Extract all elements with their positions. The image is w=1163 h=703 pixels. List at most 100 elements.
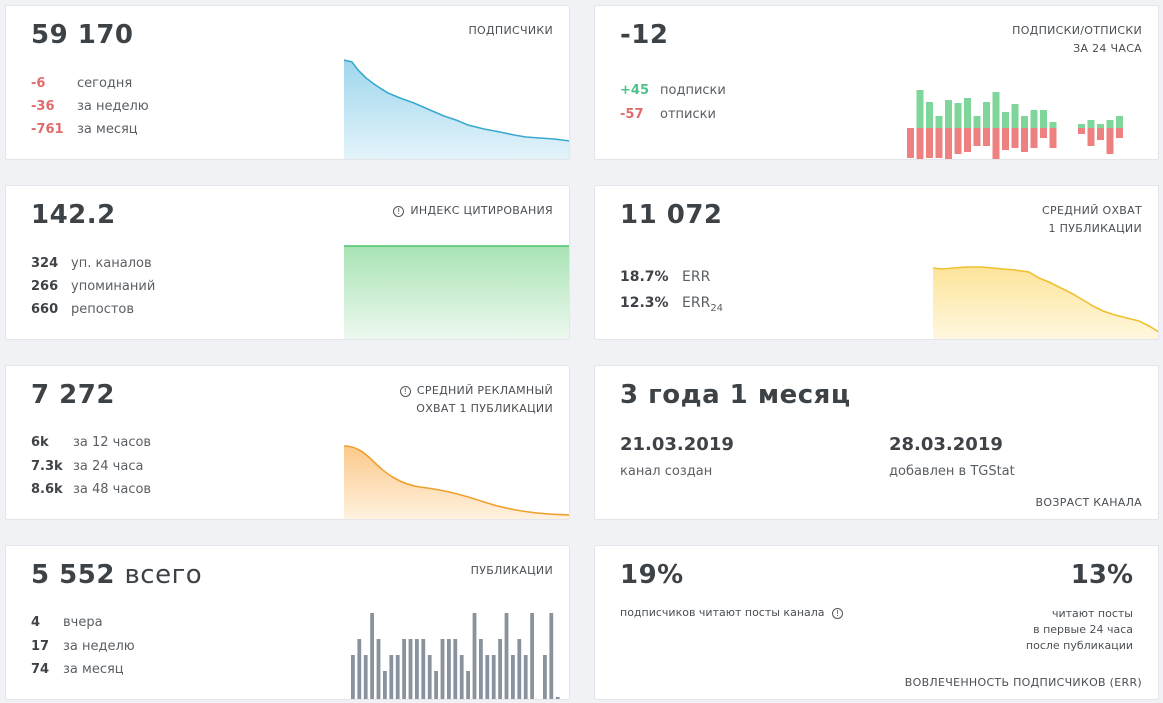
publications-label: ПУБЛИКАЦИИ: [470, 564, 553, 577]
positive-bar: [1078, 124, 1085, 128]
stat-today: -6 сегодня: [31, 76, 133, 91]
positive-bar: [945, 100, 952, 128]
negative-bar: [1002, 128, 1009, 150]
subscribers-label: ПОДПИСЧИКИ: [468, 24, 553, 37]
ad-reach-card[interactable]: 7 272 ! СРЕДНИЙ РЕКЛАМНЫЙ ОХВАТ 1 ПУБЛИКАЦ…: [5, 365, 570, 520]
publication-bar: [427, 655, 432, 699]
negative-bar: [954, 128, 962, 154]
positive-bar: [983, 102, 990, 128]
publication-bar: [376, 639, 381, 699]
negative-bar: [992, 128, 1000, 159]
positive-bar: [964, 98, 971, 128]
positive-bar: [1097, 124, 1104, 128]
avg-reach-value: 11 072: [620, 200, 723, 230]
positive-bar: [926, 102, 933, 128]
publication-bar: [511, 655, 515, 699]
stat-mentions: 266 упоминаний: [31, 279, 156, 294]
stat-month: -761 за месяц: [31, 122, 138, 137]
stat-12h: 6k за 12 часов: [31, 435, 152, 450]
negative-bar: [1078, 128, 1085, 134]
engagement-right-value: 13%: [1070, 560, 1133, 590]
negative-bar: [983, 128, 990, 146]
publication-bar: [395, 655, 400, 699]
stat-week: -36 за неделю: [31, 99, 149, 114]
avg-reach-label: СРЕДНИЙ ОХВАТ 1 ПУБЛИКАЦИИ: [1042, 204, 1142, 235]
engagement-left-caption: подписчиков читают посты канала !: [620, 606, 844, 619]
channel-age: 3 года 1 месяц: [620, 380, 851, 410]
publication-bar: [402, 639, 406, 699]
negative-bar: [916, 128, 924, 159]
publication-bar: [434, 671, 438, 699]
positive-bar: [973, 116, 981, 128]
stat-unsubscribed: -57 отписки: [620, 107, 716, 122]
publication-bar: [485, 655, 490, 699]
publications-bars: [351, 613, 560, 699]
publication-bar: [543, 655, 547, 699]
avg-reach-card[interactable]: 11 072 СРЕДНИЙ ОХВАТ 1 ПУБЛИКАЦИИ 18.7% ER…: [594, 185, 1159, 340]
publication-bar: [466, 671, 470, 699]
publications-card[interactable]: 5 552 всего ПУБЛИКАЦИИ 4 вчера 17 за недел…: [5, 545, 570, 700]
positive-bar: [1011, 104, 1019, 128]
positive-bar: [1049, 122, 1057, 128]
negative-bar: [1011, 128, 1019, 148]
publication-bar: [383, 671, 387, 699]
engagement-card[interactable]: 19% подписчиков читают посты канала ! 13…: [594, 545, 1159, 700]
negative-bar: [1021, 128, 1028, 152]
stat-yesterday: 4 вчера: [31, 615, 103, 630]
negative-bar: [964, 128, 971, 152]
subscribers-count: 59 170: [31, 20, 134, 50]
negative-bar: [1040, 128, 1047, 138]
positive-bar: [1116, 116, 1123, 128]
negative-bar: [1106, 128, 1114, 154]
subscribers-card[interactable]: 59 170 ПОДПИСЧИКИ -6 сегодня -36 за неделю…: [5, 5, 570, 160]
publication-bar: [389, 655, 394, 699]
publication-bar: [459, 655, 464, 699]
publication-bar: [491, 655, 496, 699]
publication-bar: [523, 655, 528, 699]
subs-unsubs-bars: [907, 90, 1123, 159]
stat-reposts: 660 репостов: [31, 302, 135, 317]
publication-bar: [498, 639, 502, 699]
publication-bar: [472, 613, 477, 699]
publication-bar: [363, 655, 368, 699]
stat-48h: 8.6k за 48 часов: [31, 482, 152, 497]
channel-age-card[interactable]: 3 года 1 месяц 21.03.2019 канал создан 2…: [594, 365, 1159, 520]
positive-bar: [1002, 112, 1009, 128]
citation-sparkline: [344, 245, 569, 339]
publication-bar: [530, 613, 534, 699]
stat-24h: 7.3k за 24 часа: [31, 459, 144, 474]
avg-reach-sparkline: [933, 266, 1158, 339]
citation-card[interactable]: 142.2 ! ИНДЕКС ЦИТИРОВАНИЯ 324 уп. каналов…: [5, 185, 570, 340]
positive-bar: [954, 103, 962, 128]
info-icon[interactable]: !: [399, 386, 411, 397]
stat-subscribed: +45 подписки: [620, 83, 726, 98]
negative-bar: [1049, 128, 1057, 148]
negative-bar: [1087, 128, 1095, 146]
positive-bar: [935, 116, 943, 128]
positive-bar: [1087, 120, 1095, 128]
negative-bar: [973, 128, 981, 146]
ad-reach-value: 7 272: [31, 380, 115, 410]
engagement-label: ВОВЛЕЧЕННОСТЬ ПОДПИСЧИКОВ (ERR): [904, 676, 1142, 689]
engagement-left-value: 19%: [620, 560, 684, 590]
info-icon[interactable]: !: [832, 608, 844, 619]
publication-bar: [453, 639, 458, 699]
negative-bar: [935, 128, 943, 158]
engagement-right-caption: читают посты в первые 24 часа после публик…: [1025, 607, 1133, 652]
positive-bar: [992, 92, 1000, 128]
publications-total: 5 552 всего: [31, 560, 203, 590]
positive-bar: [1030, 110, 1038, 128]
citation-index: 142.2: [31, 200, 116, 230]
stat-err24: 12.3% ERR24: [620, 295, 724, 314]
info-icon[interactable]: !: [393, 206, 405, 217]
stat-pub-week: 17 за неделю: [31, 639, 135, 654]
publication-bar: [517, 639, 522, 699]
subs-unsubs-card[interactable]: -12 ПОДПИСКИ/ОТПИСКИ ЗА 24 ЧАСА +45 подпис…: [594, 5, 1159, 160]
publication-bar: [351, 655, 355, 699]
publication-bar: [415, 639, 419, 699]
ad-reach-label: ! СРЕДНИЙ РЕКЛАМНЫЙ ОХВАТ 1 ПУБЛИКАЦИИ: [399, 382, 553, 418]
created-date: 21.03.2019: [620, 434, 734, 455]
publication-bar: [555, 697, 560, 699]
publication-bar: [504, 613, 509, 699]
negative-bar: [1116, 128, 1123, 138]
